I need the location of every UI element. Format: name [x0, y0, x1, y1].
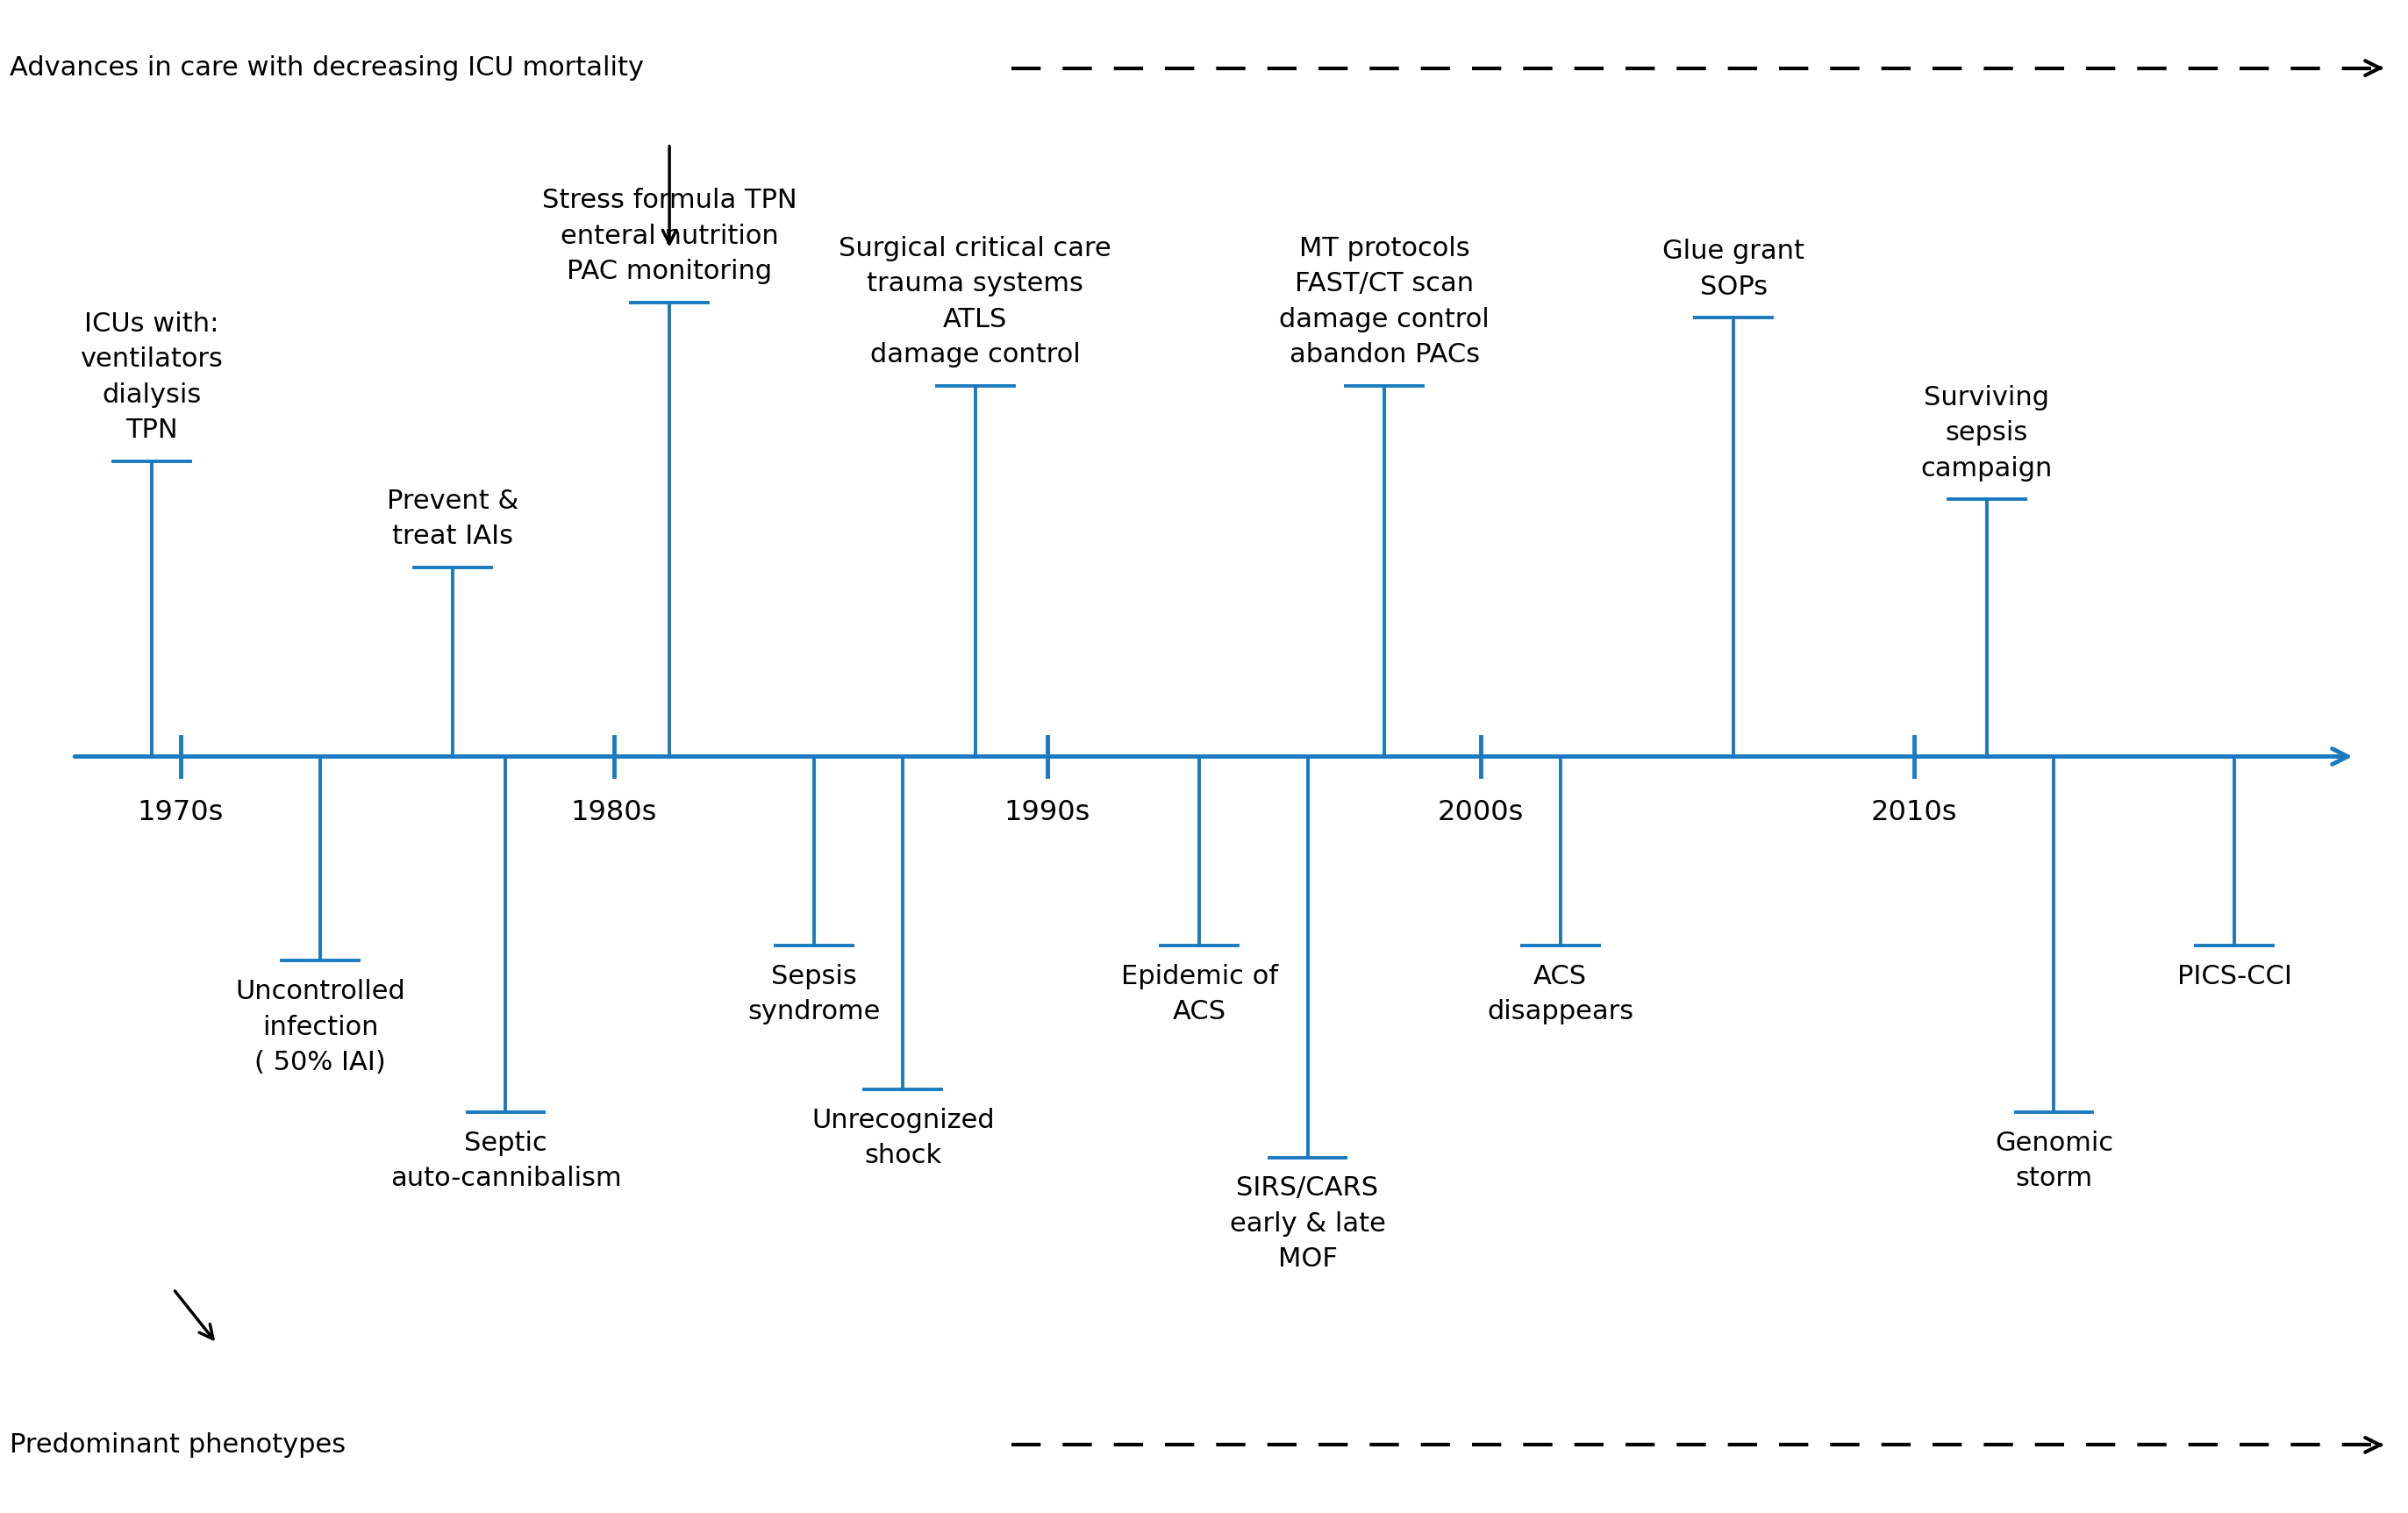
Text: Predominant phenotypes: Predominant phenotypes: [10, 1433, 347, 1457]
Text: Surgical critical care
trauma systems
ATLS
damage control: Surgical critical care trauma systems AT…: [838, 236, 1112, 368]
Text: 1970s: 1970s: [137, 799, 224, 826]
Text: Septic
auto-cannibalism: Septic auto-cannibalism: [390, 1130, 621, 1191]
Text: ICUs with:
ventilators
dialysis
TPN: ICUs with: ventilators dialysis TPN: [79, 312, 224, 443]
Text: ACS
disappears: ACS disappears: [1488, 964, 1633, 1024]
Text: Sepsis
syndrome: Sepsis syndrome: [746, 964, 881, 1024]
Text: 2000s: 2000s: [1438, 799, 1524, 826]
Text: Prevent &
treat IAIs: Prevent & treat IAIs: [388, 489, 518, 549]
Text: Genomic
storm: Genomic storm: [1994, 1130, 2114, 1191]
Text: Uncontrolled
infection
( 50% IAI): Uncontrolled infection ( 50% IAI): [236, 979, 405, 1076]
Text: 2010s: 2010s: [1871, 799, 1958, 826]
Text: Epidemic of
ACS: Epidemic of ACS: [1120, 964, 1279, 1024]
Text: PICS-CCI: PICS-CCI: [2177, 964, 2292, 990]
Text: Unrecognized
shock: Unrecognized shock: [811, 1108, 995, 1168]
Text: Surviving
sepsis
campaign: Surviving sepsis campaign: [1922, 384, 2052, 481]
Text: Advances in care with decreasing ICU mortality: Advances in care with decreasing ICU mor…: [10, 56, 643, 80]
Text: 1980s: 1980s: [571, 799, 657, 826]
Text: Stress formula TPN
enteral nutrition
PAC monitoring: Stress formula TPN enteral nutrition PAC…: [542, 188, 797, 284]
Text: SIRS/CARS
early & late
MOF: SIRS/CARS early & late MOF: [1230, 1176, 1385, 1272]
Text: MT protocols
FAST/CT scan
damage control
abandon PACs: MT protocols FAST/CT scan damage control…: [1279, 236, 1491, 368]
Text: 1990s: 1990s: [1004, 799, 1091, 826]
Text: Glue grant
SOPs: Glue grant SOPs: [1662, 239, 1806, 300]
